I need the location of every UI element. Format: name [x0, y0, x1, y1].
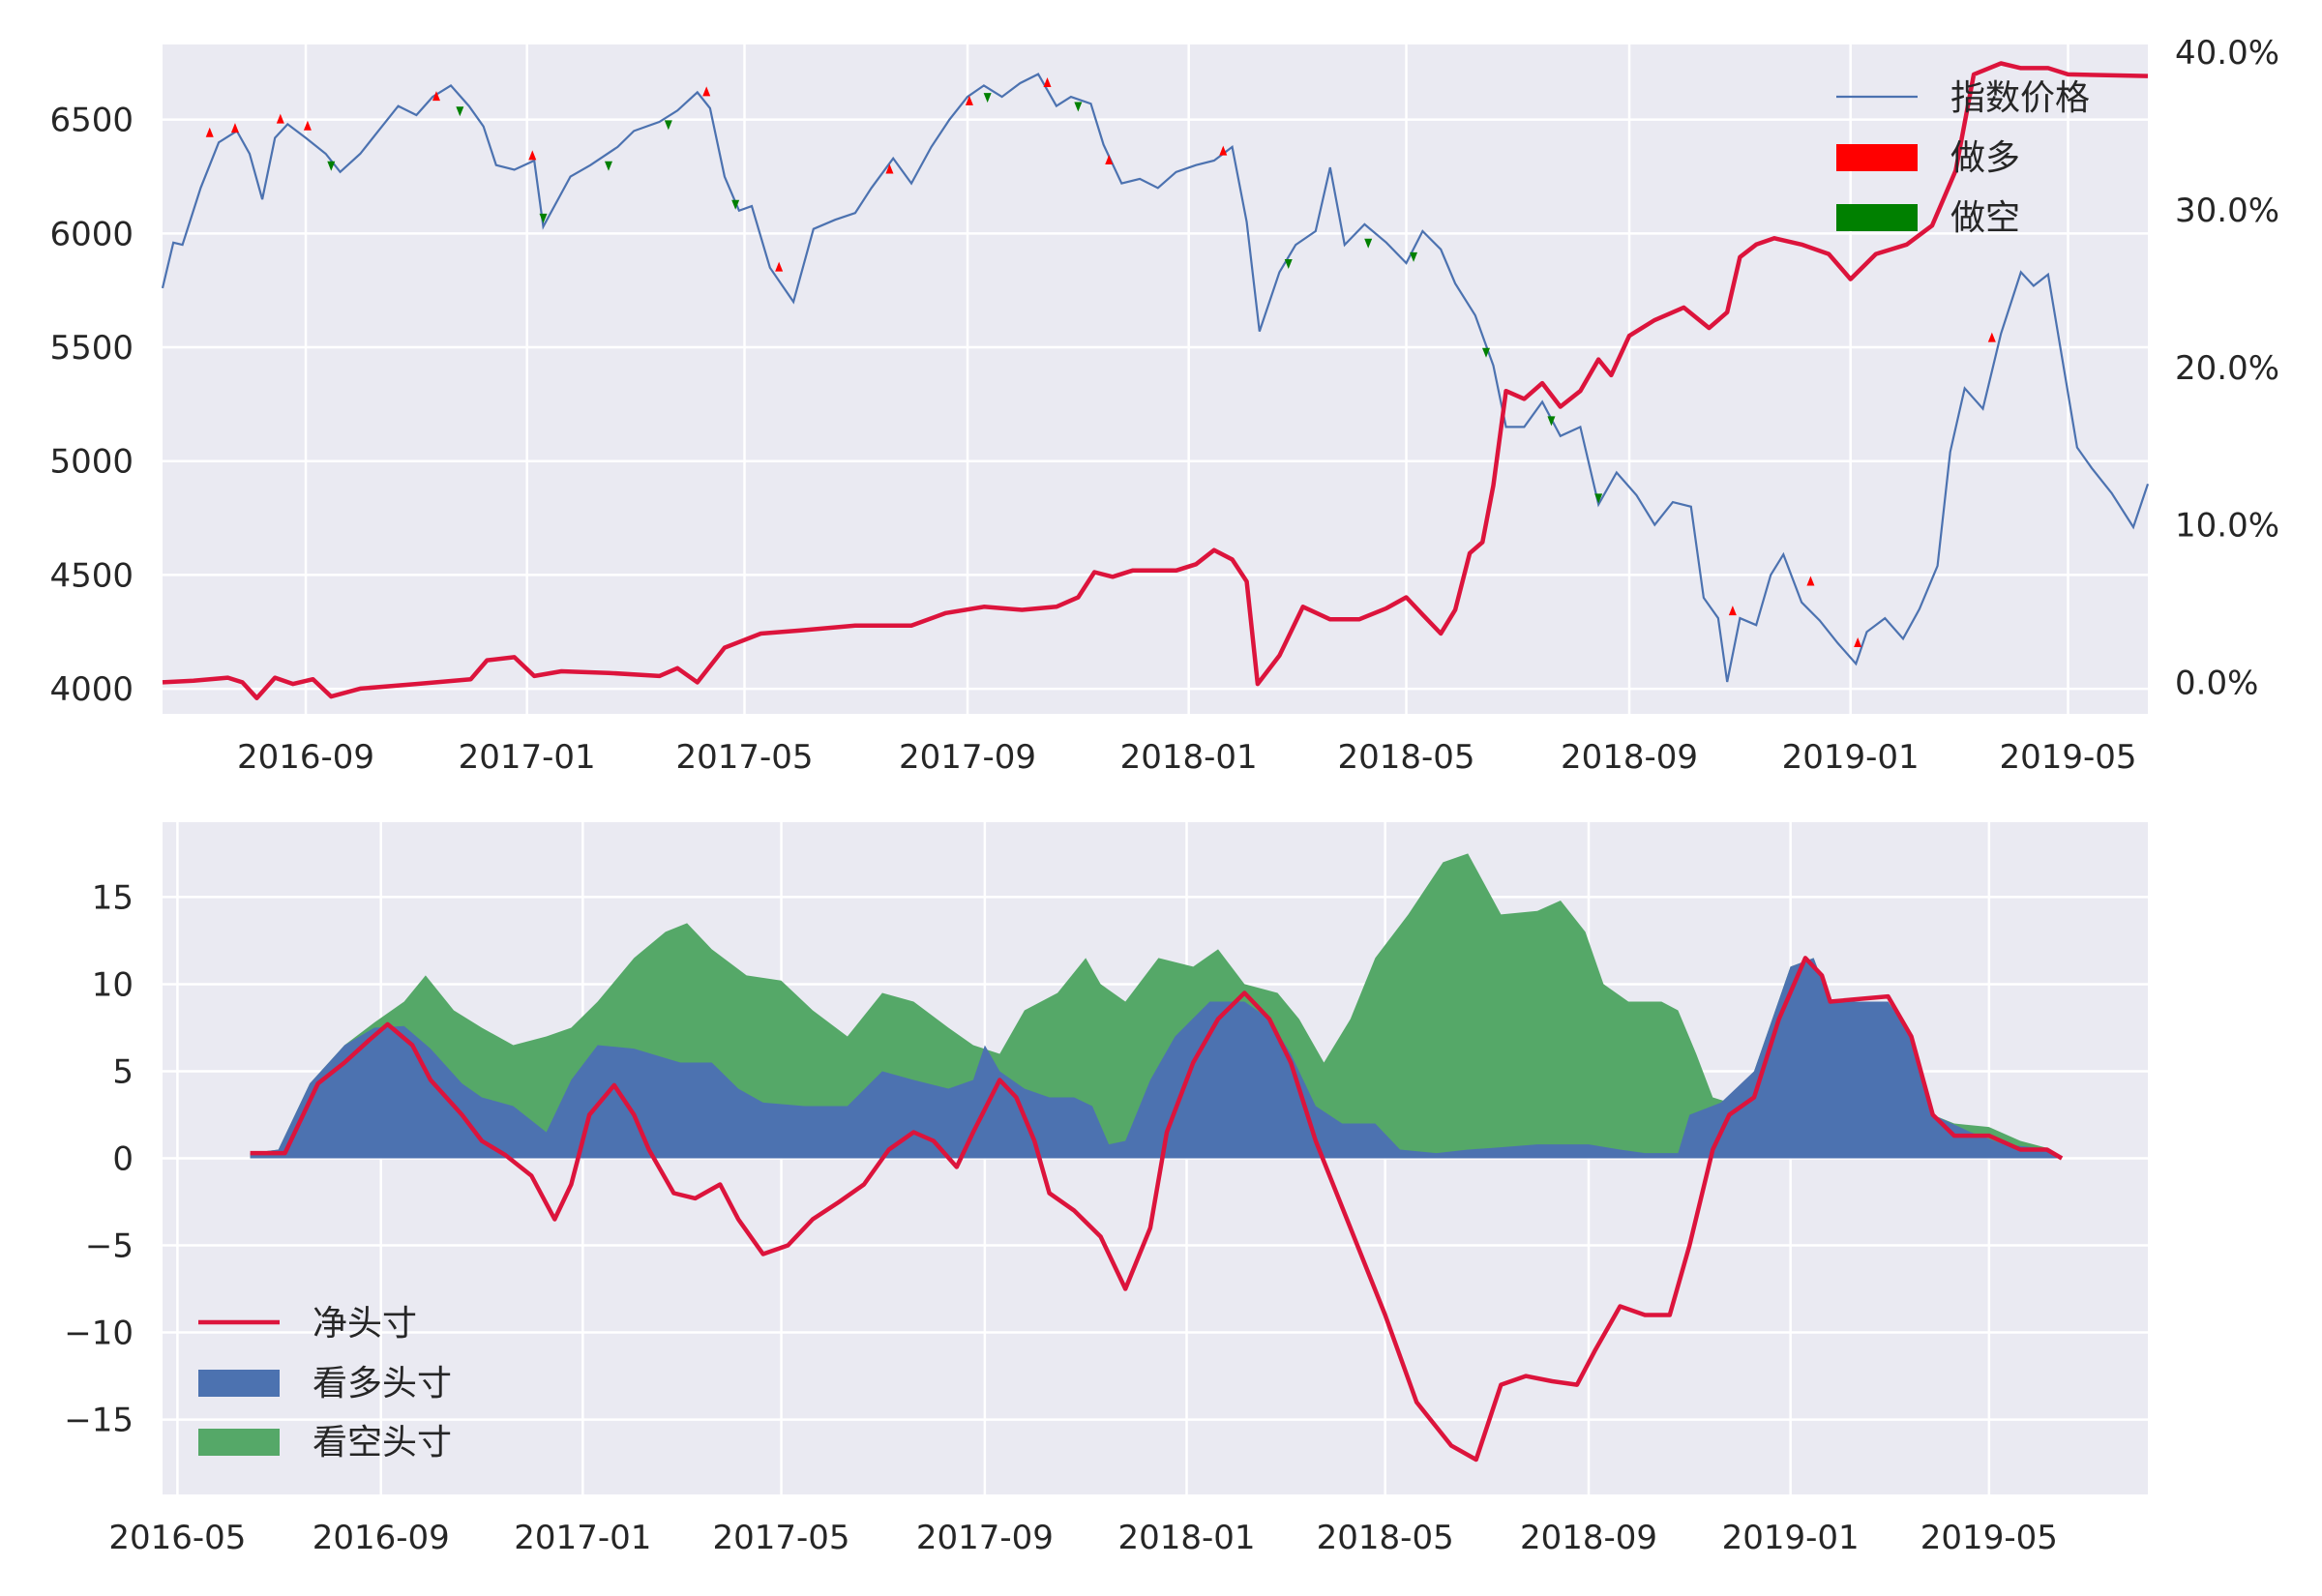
- legend-label: 做空: [1950, 198, 2020, 238]
- short-marker: [1594, 493, 1603, 504]
- y-tick-label: −5: [85, 1227, 134, 1266]
- legend-label: 指数价格: [1950, 78, 2090, 118]
- legend-label: 看多头寸: [313, 1364, 452, 1404]
- long-marker: [432, 91, 440, 102]
- long-marker: [230, 123, 239, 133]
- x-tick-label: 2018-09: [1520, 1519, 1657, 1557]
- short-marker: [1410, 251, 1418, 262]
- legend-patch-swatch: [198, 1429, 280, 1456]
- short-marker: [327, 161, 336, 171]
- short-marker: [1547, 416, 1556, 427]
- short-marker: [1074, 102, 1083, 112]
- x-tick-label: 2018-01: [1120, 738, 1258, 777]
- short-marker: [1284, 258, 1293, 269]
- x-tick-label: 2017-09: [916, 1519, 1054, 1557]
- legend-patch-swatch: [1836, 204, 1918, 231]
- x-tick-label: 2019-05: [1920, 1519, 2058, 1557]
- y-tick-label: 10: [92, 965, 134, 1004]
- x-tick-label: 2018-09: [1561, 738, 1698, 777]
- x-tick-label: 2018-01: [1117, 1519, 1255, 1557]
- return-line: [162, 61, 2149, 700]
- position-chart: 2016-05 2016-09 2017-01 2017-05 2017-09 2018-…: [64, 822, 2148, 1557]
- long-marker: [965, 95, 973, 105]
- long-marker: [1987, 332, 1996, 342]
- x-tick-label: 2017-01: [514, 1519, 651, 1557]
- short-marker: [539, 213, 548, 223]
- short-marker: [664, 120, 672, 131]
- short-marker: [604, 161, 612, 171]
- legend-patch-swatch: [1836, 144, 1918, 171]
- y-tick-label-left: 6000: [49, 215, 134, 253]
- price-chart: 2016-09 2017-01 2017-05 2017-09 2018-01 2018-…: [49, 34, 2279, 777]
- x-tick-label: 2018-05: [1338, 738, 1475, 777]
- short-marker: [731, 199, 740, 210]
- bull-position-area: [250, 958, 2063, 1159]
- x-tick-label: 2019-01: [1722, 1519, 1860, 1557]
- price-line: [161, 73, 2150, 683]
- x-tick-label: 2016-09: [237, 738, 374, 777]
- long-marker: [775, 261, 784, 272]
- long-marker: [1806, 576, 1815, 586]
- y-tick-label-left: 5000: [49, 443, 134, 482]
- y-tick-label: 15: [92, 878, 134, 917]
- y-tick-label: −10: [64, 1315, 134, 1353]
- long-marker: [885, 163, 894, 174]
- legend-label: 看空头寸: [313, 1423, 452, 1463]
- y-tick-label-left: 6500: [49, 102, 134, 140]
- x-tick-label: 2019-05: [2000, 738, 2137, 777]
- legend-patch-swatch: [198, 1370, 280, 1397]
- y-tick-label: 0: [112, 1140, 134, 1179]
- long-marker: [205, 127, 214, 137]
- x-tick-label: 2016-09: [313, 1519, 450, 1557]
- net-position-line: [250, 956, 2064, 1463]
- long-marker: [702, 86, 711, 97]
- x-tick-label: 2017-09: [899, 738, 1036, 777]
- long-marker: [528, 150, 537, 161]
- x-tick-label: 2017-05: [676, 738, 814, 777]
- short-marker: [983, 93, 992, 103]
- y-tick-label-right: 0.0%: [2175, 664, 2258, 702]
- y-tick-label: −15: [64, 1402, 134, 1440]
- long-marker: [1728, 606, 1737, 616]
- y-tick-label-left: 4500: [49, 556, 134, 595]
- y-tick-label-left: 4000: [49, 670, 134, 709]
- long-marker: [1043, 77, 1052, 88]
- x-tick-label: 2017-05: [713, 1519, 850, 1557]
- x-tick-label: 2016-05: [108, 1519, 246, 1557]
- y-tick-label-right: 30.0%: [2175, 192, 2279, 230]
- legend-label: 净头寸: [313, 1304, 417, 1344]
- y-tick-label: 5: [112, 1052, 134, 1091]
- long-marker: [1105, 155, 1114, 165]
- legend-label: 做多: [1950, 138, 2020, 178]
- long-marker: [1219, 145, 1228, 156]
- y-tick-label-right: 40.0%: [2175, 34, 2279, 73]
- short-marker: [1482, 347, 1490, 358]
- y-tick-label-left: 5500: [49, 329, 134, 368]
- y-tick-label-right: 10.0%: [2175, 507, 2279, 546]
- long-marker: [276, 113, 284, 124]
- short-marker: [1364, 238, 1373, 249]
- y-tick-label-right: 20.0%: [2175, 349, 2279, 388]
- short-marker: [456, 106, 464, 117]
- x-tick-label: 2017-01: [459, 738, 596, 777]
- x-tick-label: 2019-01: [1782, 738, 1920, 777]
- long-marker: [303, 120, 312, 131]
- long-marker: [1854, 637, 1862, 648]
- x-tick-label: 2018-05: [1317, 1519, 1454, 1557]
